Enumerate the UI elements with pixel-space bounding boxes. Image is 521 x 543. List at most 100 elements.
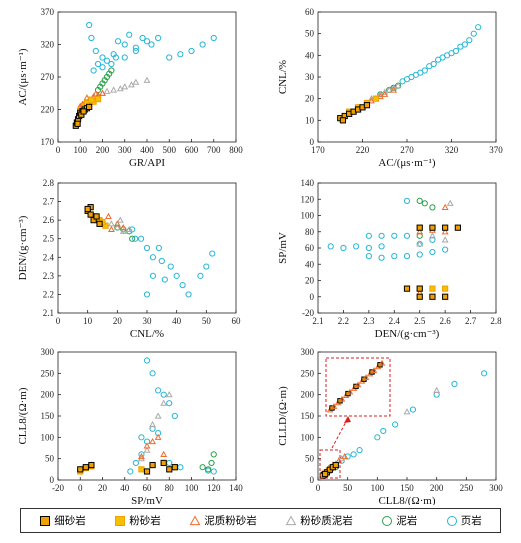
x-tick-label: 60 [232, 316, 242, 326]
y-axis-label: SP/mV [277, 232, 289, 264]
data-point [92, 47, 99, 55]
data-point [99, 54, 106, 61]
plot-frame [317, 182, 497, 314]
y-tick-label: 30 [305, 72, 315, 82]
scatter-panel-4: 2.1 2.2 2.3 2.4 2.5 2.6 2.7 2.8 -20 0 20 40 60 80 100 1… [277, 178, 502, 340]
legend-label: 泥质粉砂岩 [204, 516, 257, 527]
data-point [481, 370, 488, 377]
x-axis-label: CLL8/(Ω·m) [378, 495, 435, 505]
x-tick-label: 700 [207, 145, 221, 155]
data-point [160, 459, 167, 467]
scatter-panel-3: 0 10 20 30 40 50 60 2.1 2.2 2.3 2.4 2.5 2.6 2.7 2.8 CNL… [17, 178, 241, 340]
x-tick-label: 200 [96, 145, 110, 155]
data-point [390, 86, 398, 93]
data-point [385, 86, 393, 93]
x-tick-label: 2.5 [414, 316, 426, 326]
data-point [381, 90, 389, 97]
x-tick-label: 20 [98, 483, 108, 493]
data-point [441, 203, 449, 210]
data-point [155, 244, 162, 252]
data-point [442, 293, 449, 300]
y-tick-label: 220 [41, 105, 55, 115]
data-point [103, 87, 111, 94]
data-point [84, 205, 91, 213]
x-tick-label: 30 [143, 316, 153, 326]
data-point [378, 243, 385, 250]
data-point [86, 103, 93, 111]
inset-point [330, 402, 338, 409]
y-tick-label: 60 [305, 243, 315, 253]
x-tick-label: 50 [202, 316, 212, 326]
x-axis-label: AC/(μs·m⁻¹) [378, 157, 436, 169]
data-point [166, 400, 173, 407]
data-point [137, 235, 145, 242]
data-point [101, 77, 108, 84]
data-point [94, 60, 102, 68]
data-point [160, 450, 168, 457]
y-axis-label: CNL/% [277, 60, 289, 94]
data-point [475, 24, 482, 31]
data-point [160, 391, 167, 398]
x-tick-label: 80 [165, 483, 175, 493]
y-tick-label: 250 [41, 368, 55, 378]
y-tick-label: 20 [305, 94, 315, 104]
data-point [129, 235, 136, 242]
x-tick-label: 150 [400, 483, 414, 493]
x-tick-label: 40 [172, 316, 182, 326]
inset-point [362, 374, 370, 381]
x-axis-label: SP/mV [131, 495, 163, 505]
data-point [138, 434, 145, 441]
data-point [119, 227, 127, 234]
data-point [119, 223, 127, 231]
data-point [470, 30, 477, 37]
legend-marker [285, 514, 297, 525]
data-point [439, 54, 446, 61]
x-tick-label: 200 [430, 483, 444, 493]
data-point [158, 257, 165, 265]
x-tick-label: 100 [185, 483, 199, 493]
data-point [210, 468, 217, 475]
y-tick-label: 50 [305, 29, 315, 39]
x-tick-label: 2.3 [363, 316, 375, 326]
data-point [428, 232, 436, 239]
data-point [74, 120, 81, 127]
legend-item-siltstone: 粉砂岩 [114, 513, 161, 528]
x-tick-label: 250 [460, 483, 474, 493]
y-tick-label: 320 [41, 40, 55, 50]
data-point [403, 408, 411, 415]
y-tick-label: 2.6 [43, 215, 55, 225]
x-tick-label: 320 [445, 145, 459, 155]
x-tick-label: 0 [56, 316, 61, 326]
inset-point [378, 359, 386, 366]
data-point [155, 387, 162, 394]
data-point [412, 71, 419, 78]
data-point [429, 285, 436, 292]
x-axis-label: CNL/% [130, 328, 164, 340]
y-tick-label: 100 [301, 211, 315, 221]
x-tick-label: 2.8 [490, 316, 502, 326]
data-point [466, 37, 473, 44]
data-point [149, 272, 157, 279]
data-point [149, 370, 156, 377]
x-tick-label: 2.6 [440, 316, 452, 326]
x-tick-label: 2.2 [338, 316, 349, 326]
data-point [90, 67, 97, 74]
plot-frame [57, 182, 237, 314]
x-tick-label: 10 [83, 316, 93, 326]
data-point [166, 54, 173, 61]
data-point [391, 253, 398, 260]
data-point [87, 211, 94, 218]
data-point [160, 399, 168, 406]
data-point [365, 244, 372, 252]
x-tick-label: 140 [229, 483, 243, 493]
data-point [416, 224, 423, 231]
data-point [416, 228, 424, 235]
legend-item-argillaceous-siltstone: 泥质粉砂岩 [189, 513, 257, 528]
y-tick-label: 370 [41, 7, 55, 17]
data-point [403, 285, 411, 292]
data-point [442, 246, 449, 253]
data-point [429, 236, 436, 243]
y-tick-label: 50 [45, 454, 55, 464]
data-point [433, 386, 441, 393]
data-point [165, 391, 173, 398]
